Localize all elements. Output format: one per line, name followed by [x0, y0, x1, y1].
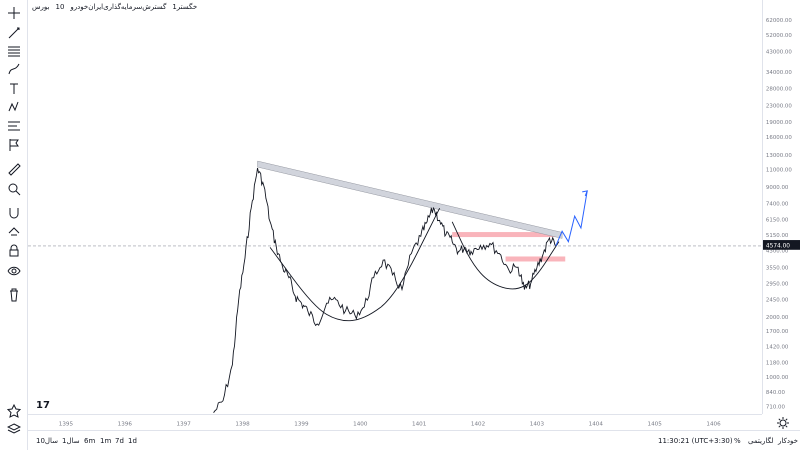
gear-icon[interactable]	[776, 416, 790, 430]
price-tick-label: 2450.00	[766, 297, 789, 303]
bottom-bar: 10سال 1سال 6m 1m 7d 1d 11:30:21 (UTC+3:3…	[28, 430, 800, 450]
price-tick-label: 4300.00	[766, 249, 789, 255]
prediction-icon[interactable]	[4, 116, 24, 134]
price-tick-label: 5150.00	[766, 233, 789, 239]
projection-arrow-icon	[582, 190, 589, 197]
price-tick-label: 1180.00	[766, 361, 789, 367]
price-tick-label: 16000.00	[766, 135, 792, 141]
range-button-1m[interactable]: 1m	[100, 437, 112, 445]
clock-label[interactable]: 11:30:21 (UTC+3:30)	[658, 437, 733, 445]
resistance-zone-1	[505, 256, 566, 262]
log-toggle[interactable]: لگاریتمی	[748, 437, 774, 445]
zoom-in-icon[interactable]	[4, 180, 24, 198]
crosshair-icon[interactable]	[4, 4, 24, 22]
range-button-1d[interactable]: 1d	[128, 437, 137, 445]
auto-toggle[interactable]: خودکار	[778, 437, 798, 445]
interval-label[interactable]: 10	[55, 3, 65, 11]
price-tick-label: 13000.00	[766, 153, 792, 159]
price-tick-label: 2950.00	[766, 281, 789, 287]
symbol-header: بورس 10 گسترش‌سرمایه‌گذاری‌ایران‌خودرو خ…	[32, 3, 197, 11]
cup-arc-0[interactable]	[269, 207, 441, 322]
price-tick-label: 9000.00	[766, 185, 789, 191]
brush-icon[interactable]	[4, 60, 24, 78]
range-button-7d[interactable]: 7d	[115, 437, 124, 445]
time-tick-label: 1405	[648, 421, 663, 427]
time-axis[interactable]: 1395 1396 1397 1398 1399 1400 1401 1402 1403 1404…	[28, 414, 762, 430]
text-icon[interactable]	[4, 80, 24, 98]
drawing-toolbar	[0, 0, 28, 450]
price-tick-label: 7400.00	[766, 202, 789, 208]
price-tick-label: 34000.00	[766, 70, 792, 76]
trend-line-icon[interactable]	[4, 24, 24, 42]
ticker-label: خگستر1	[172, 3, 198, 11]
pattern-icon[interactable]	[4, 98, 24, 116]
time-tick-label: 1402	[471, 421, 485, 427]
layers-icon[interactable]	[4, 420, 24, 438]
trendline-channel[interactable]	[257, 160, 563, 239]
price-tick-label: 840.00	[766, 390, 786, 396]
range-button-6m[interactable]: 6m	[84, 437, 96, 445]
projection-path[interactable]	[555, 190, 588, 247]
percent-toggle[interactable]: %	[734, 437, 741, 445]
price-tick-label: 19000.00	[766, 120, 792, 126]
price-tick-label: 2000.00	[766, 315, 789, 321]
ruler-icon[interactable]	[4, 160, 24, 178]
price-tick-label: 1000.00	[766, 375, 789, 381]
flag-icon[interactable]	[4, 136, 24, 154]
time-tick-label: 1398	[235, 421, 250, 427]
price-series-line	[213, 167, 557, 413]
time-tick-label: 1396	[118, 421, 133, 427]
resistance-zone-0	[452, 232, 559, 238]
last-price-label: 4574.00	[766, 243, 790, 249]
trash-icon[interactable]	[4, 286, 24, 304]
time-tick-label: 1397	[177, 421, 192, 427]
symbol-name[interactable]: گسترش‌سرمایه‌گذاری‌ایران‌خودرو	[70, 3, 167, 11]
time-tick-label: 1400	[353, 421, 368, 427]
price-tick-label: 710.00	[766, 404, 786, 410]
time-tick-label: 1401	[412, 421, 427, 427]
fib-retracement-icon[interactable]	[4, 42, 24, 60]
price-chart[interactable]	[28, 0, 762, 414]
tradingview-logo: 17	[36, 400, 50, 411]
price-tick-label: 62000.00	[766, 18, 792, 24]
time-tick-label: 1395	[59, 421, 74, 427]
time-tick-label: 1406	[706, 421, 721, 427]
lock-drawings-icon[interactable]	[4, 222, 24, 240]
eye-icon[interactable]	[4, 262, 24, 280]
price-tick-label: 3550.00	[766, 265, 789, 271]
magnet-icon[interactable]	[4, 204, 24, 222]
favorites-star-icon[interactable]	[4, 402, 24, 420]
price-axis[interactable]: 62000.00 52000.00 43000.00 34000.00 28000.00…	[762, 0, 800, 414]
price-tick-label: 23000.00	[766, 104, 792, 110]
price-tick-label: 6150.00	[766, 218, 789, 224]
price-tick-label: 52000.00	[766, 33, 792, 39]
price-tick-label: 1420.00	[766, 345, 789, 351]
price-tick-label: 11000.00	[766, 167, 792, 173]
range-button-10y[interactable]: 10سال	[36, 437, 59, 445]
time-tick-label: 1404	[589, 421, 604, 427]
time-tick-label: 1403	[530, 421, 545, 427]
last-price-tag	[763, 240, 800, 250]
time-tick-label: 1399	[294, 421, 309, 427]
price-tick-label: 28000.00	[766, 87, 792, 93]
price-tick-label: 1700.00	[766, 329, 789, 335]
lock-icon[interactable]	[4, 242, 24, 260]
price-tick-label: 43000.00	[766, 50, 792, 56]
range-button-1y[interactable]: 1سال	[62, 437, 80, 445]
exchange-label: بورس	[32, 3, 50, 11]
